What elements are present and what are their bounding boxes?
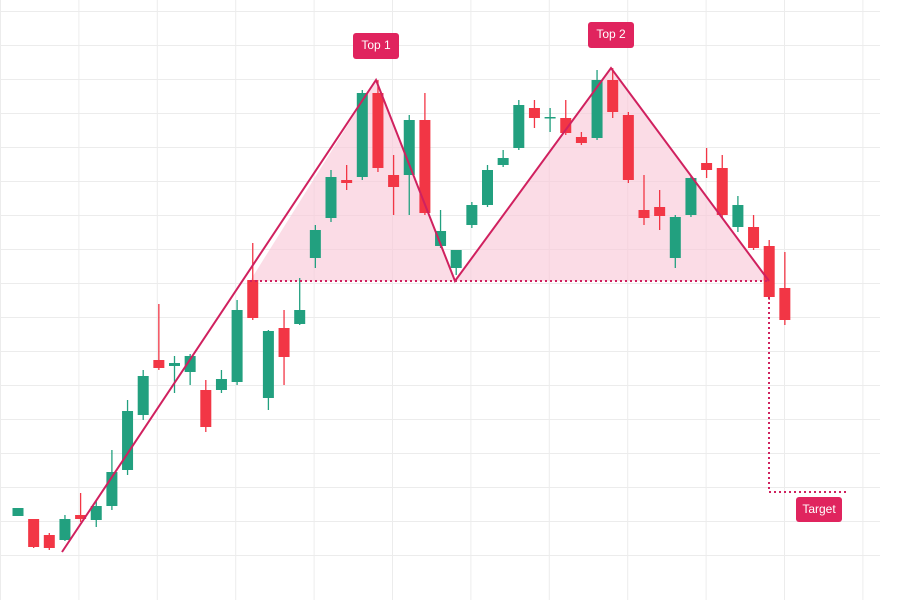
candle-body xyxy=(654,207,666,216)
target-line xyxy=(768,297,848,493)
candle-body xyxy=(388,175,400,187)
candle-body xyxy=(231,310,243,382)
candle-body xyxy=(591,80,603,138)
candle-body xyxy=(372,93,384,168)
candle-body xyxy=(575,137,587,143)
candle-body xyxy=(12,508,24,516)
candle-body xyxy=(356,93,368,177)
target-tag xyxy=(796,497,842,522)
candle-body xyxy=(528,108,540,118)
candle-body xyxy=(325,177,337,218)
candle-body xyxy=(184,356,196,372)
candle-body xyxy=(450,250,462,268)
candle-body xyxy=(262,331,274,398)
candle-body xyxy=(607,80,619,112)
candle-body xyxy=(294,310,306,324)
candle-body xyxy=(153,360,165,368)
candle-body xyxy=(247,280,259,318)
candle-body xyxy=(106,472,118,506)
candle-body xyxy=(669,217,681,258)
candle-body xyxy=(169,363,180,366)
top1-label: Top 1 xyxy=(361,38,391,52)
candle-body xyxy=(732,205,744,227)
candle-body xyxy=(763,246,775,297)
candle-body xyxy=(419,120,431,213)
top1-tag xyxy=(353,33,399,59)
candle-body xyxy=(513,105,525,148)
candle-body xyxy=(544,117,556,119)
candle-body xyxy=(59,519,71,540)
candle-body xyxy=(75,515,87,519)
candle-body xyxy=(638,210,650,218)
candle-body xyxy=(403,120,415,175)
candle-body xyxy=(685,178,697,215)
candle-body xyxy=(701,163,713,170)
candle-body xyxy=(215,379,227,390)
candle-body xyxy=(309,230,321,258)
candle-body xyxy=(341,180,353,183)
candle-body xyxy=(200,390,212,427)
candle-body xyxy=(435,231,447,246)
candle-body xyxy=(560,118,572,133)
candle-body xyxy=(779,288,791,320)
top2-area xyxy=(455,68,769,281)
candle-body xyxy=(497,158,509,165)
candle-body xyxy=(748,227,760,248)
target-label: Target xyxy=(802,502,836,516)
candle-body xyxy=(482,170,493,205)
top2-tag xyxy=(588,22,634,48)
candle-body xyxy=(278,328,290,357)
candle-body xyxy=(716,168,728,215)
candle-body xyxy=(28,519,40,547)
candle-body xyxy=(90,506,102,520)
candle-body xyxy=(622,115,634,180)
top2-label: Top 2 xyxy=(596,27,626,41)
candle-body xyxy=(43,535,55,548)
candle-body xyxy=(122,411,134,470)
candle-body xyxy=(466,205,478,225)
candle-body xyxy=(137,376,149,415)
top1-area xyxy=(250,80,455,281)
